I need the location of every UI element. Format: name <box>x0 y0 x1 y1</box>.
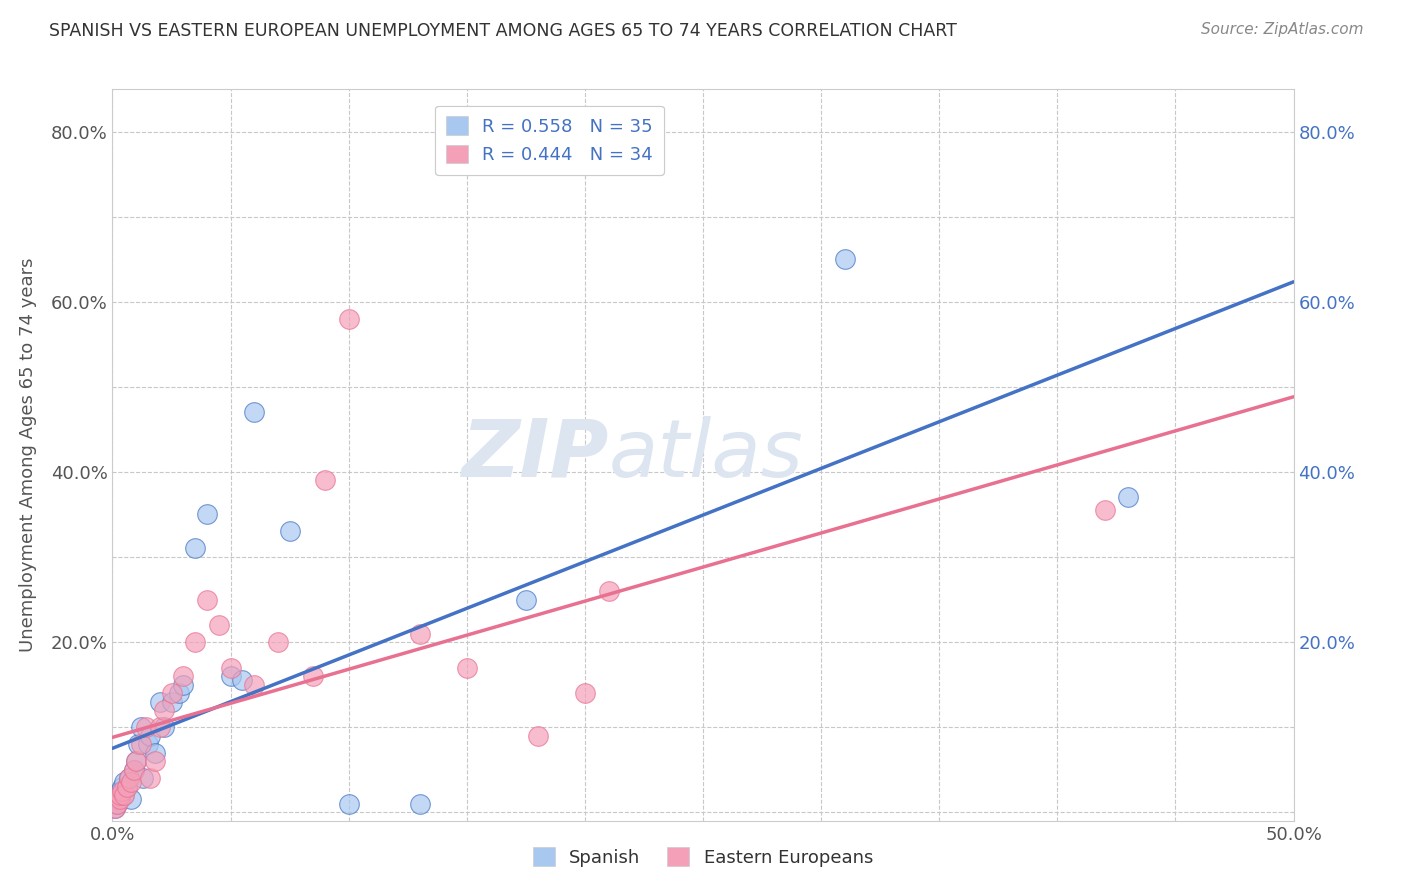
Point <box>231 673 253 688</box>
Y-axis label: Unemployment Among Ages 65 to 74 years: Unemployment Among Ages 65 to 74 years <box>18 258 37 652</box>
Point <box>160 686 183 700</box>
Point <box>129 737 152 751</box>
Point <box>120 792 142 806</box>
Text: atlas: atlas <box>609 416 803 494</box>
Point <box>195 508 218 522</box>
Point <box>834 252 856 267</box>
Point <box>111 784 134 798</box>
Point <box>129 720 152 734</box>
Point <box>408 797 430 811</box>
Point <box>118 771 141 785</box>
Point <box>125 754 148 768</box>
Point <box>104 801 127 815</box>
Point <box>167 686 190 700</box>
Point <box>598 584 620 599</box>
Point <box>115 780 138 794</box>
Point <box>314 474 336 488</box>
Text: Source: ZipAtlas.com: Source: ZipAtlas.com <box>1201 22 1364 37</box>
Point <box>515 592 537 607</box>
Point <box>111 780 134 794</box>
Point <box>143 746 166 760</box>
Point <box>136 737 159 751</box>
Point <box>1116 491 1139 505</box>
Point <box>105 797 128 811</box>
Point <box>139 729 162 743</box>
Point <box>408 626 430 640</box>
Point <box>112 788 135 802</box>
Point <box>149 695 172 709</box>
Point <box>122 763 145 777</box>
Point <box>184 635 207 649</box>
Point <box>125 754 148 768</box>
Point <box>208 618 231 632</box>
Point <box>337 311 360 326</box>
Point <box>108 788 131 802</box>
Point <box>120 775 142 789</box>
Legend: Spanish, Eastern Europeans: Spanish, Eastern Europeans <box>526 840 880 874</box>
Point <box>127 737 149 751</box>
Point <box>337 797 360 811</box>
Point <box>195 592 218 607</box>
Point <box>108 792 131 806</box>
Point <box>115 780 138 794</box>
Point <box>104 801 127 815</box>
Point <box>153 720 176 734</box>
Point <box>302 669 325 683</box>
Point <box>172 677 194 691</box>
Point <box>1094 503 1116 517</box>
Legend: R = 0.558   N = 35, R = 0.444   N = 34: R = 0.558 N = 35, R = 0.444 N = 34 <box>436 105 664 175</box>
Point <box>108 784 131 798</box>
Point <box>243 677 266 691</box>
Point <box>108 788 131 802</box>
Point <box>122 763 145 777</box>
Point <box>153 703 176 717</box>
Point <box>118 771 141 785</box>
Point <box>143 754 166 768</box>
Point <box>278 524 301 539</box>
Point <box>149 720 172 734</box>
Text: SPANISH VS EASTERN EUROPEAN UNEMPLOYMENT AMONG AGES 65 TO 74 YEARS CORRELATION C: SPANISH VS EASTERN EUROPEAN UNEMPLOYMENT… <box>49 22 957 40</box>
Point <box>243 405 266 419</box>
Point <box>184 541 207 556</box>
Point <box>132 771 155 785</box>
Point <box>105 797 128 811</box>
Point <box>105 792 128 806</box>
Point <box>139 771 162 785</box>
Point <box>267 635 290 649</box>
Point <box>456 660 478 674</box>
Text: ZIP: ZIP <box>461 416 609 494</box>
Point <box>574 686 596 700</box>
Point <box>112 775 135 789</box>
Point <box>526 729 548 743</box>
Point <box>135 720 157 734</box>
Point <box>160 695 183 709</box>
Point <box>219 660 242 674</box>
Point <box>219 669 242 683</box>
Point <box>112 788 135 802</box>
Point <box>172 669 194 683</box>
